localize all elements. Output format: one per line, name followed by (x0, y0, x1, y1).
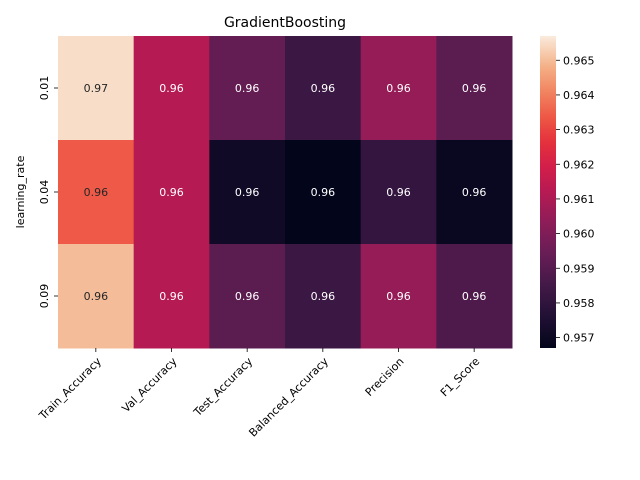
y-axis-label: learning_rate (14, 155, 27, 228)
heatmap-cell (58, 244, 135, 349)
chart-title: GradientBoosting (224, 15, 346, 31)
x-tick-label: F1_Score (438, 355, 482, 399)
colorbar-tick-label: 0.963 (563, 124, 595, 137)
x-tick-label: Val_Accuracy (119, 355, 180, 416)
cell-value-label: 0.96 (462, 290, 487, 303)
cell-value-label: 0.96 (84, 186, 109, 199)
colorbar-tick-label: 0.962 (563, 158, 595, 171)
colorbar-tick-label: 0.965 (563, 54, 595, 67)
heatmap-cell (58, 140, 135, 245)
x-tick-label: Balanced_Accuracy (246, 355, 331, 440)
heatmap-cell (58, 36, 135, 141)
heatmap-cell (360, 140, 437, 245)
heatmap-cell (436, 244, 513, 349)
cell-value-label: 0.96 (235, 186, 260, 199)
cell-value-label: 0.96 (311, 186, 336, 199)
y-axis: 0.01 0.04 0.09 (38, 76, 58, 309)
colorbar: 0.957 0.958 0.959 0.960 0.961 0.962 0.963 0.964… (540, 36, 595, 348)
cell-value-label: 0.96 (386, 82, 411, 95)
colorbar-tick-label: 0.959 (563, 262, 595, 275)
heatmap-cell (360, 244, 437, 349)
heatmap-cell (209, 140, 286, 245)
heatmap-cell (436, 140, 513, 245)
x-tick-label: Train_Accuracy (36, 355, 104, 423)
y-tick-label: 0.09 (38, 284, 51, 309)
cell-value-label: 0.96 (159, 186, 184, 199)
colorbar-gradient (540, 36, 556, 348)
heatmap-cells (58, 36, 513, 349)
x-tick-label: Precision (363, 355, 407, 399)
cell-value-label: 0.96 (462, 186, 487, 199)
y-tick-label: 0.04 (38, 180, 51, 205)
cell-value-label: 0.96 (386, 186, 411, 199)
cell-value-label: 0.97 (84, 82, 109, 95)
heatmap-cell (133, 244, 210, 349)
x-axis: Train_Accuracy Val_Accuracy Test_AccuracyB… (36, 348, 482, 439)
colorbar-tick-label: 0.964 (563, 89, 595, 102)
heatmap-cell-labels: 0.97 0.96 0.96 0.96 0.96 0.96 0.96 0.96 0.96 0.96… (84, 82, 487, 303)
cell-value-label: 0.96 (235, 290, 260, 303)
y-tick-label: 0.01 (38, 76, 51, 101)
x-tick-label: Test_Accuracy (191, 355, 256, 420)
colorbar-tick-label: 0.958 (563, 297, 595, 310)
heatmap-cell (133, 140, 210, 245)
heatmap-cell (285, 244, 362, 349)
heatmap-cell (133, 36, 210, 141)
cell-value-label: 0.96 (235, 82, 260, 95)
cell-value-label: 0.96 (311, 82, 336, 95)
colorbar-tick-label: 0.957 (563, 332, 595, 345)
cell-value-label: 0.96 (159, 290, 184, 303)
heatmap-cell (360, 36, 437, 141)
heatmap-cell (285, 36, 362, 141)
heatmap-cell (209, 244, 286, 349)
colorbar-tick-label: 0.961 (563, 193, 595, 206)
heatmap-cell (436, 36, 513, 141)
cell-value-label: 0.96 (159, 82, 184, 95)
heatmap-cell (285, 140, 362, 245)
heatmap-cell (209, 36, 286, 141)
cell-value-label: 0.96 (462, 82, 487, 95)
cell-value-label: 0.96 (84, 290, 109, 303)
cell-value-label: 0.96 (386, 290, 411, 303)
cell-value-label: 0.96 (311, 290, 336, 303)
colorbar-tick-label: 0.960 (563, 228, 595, 241)
